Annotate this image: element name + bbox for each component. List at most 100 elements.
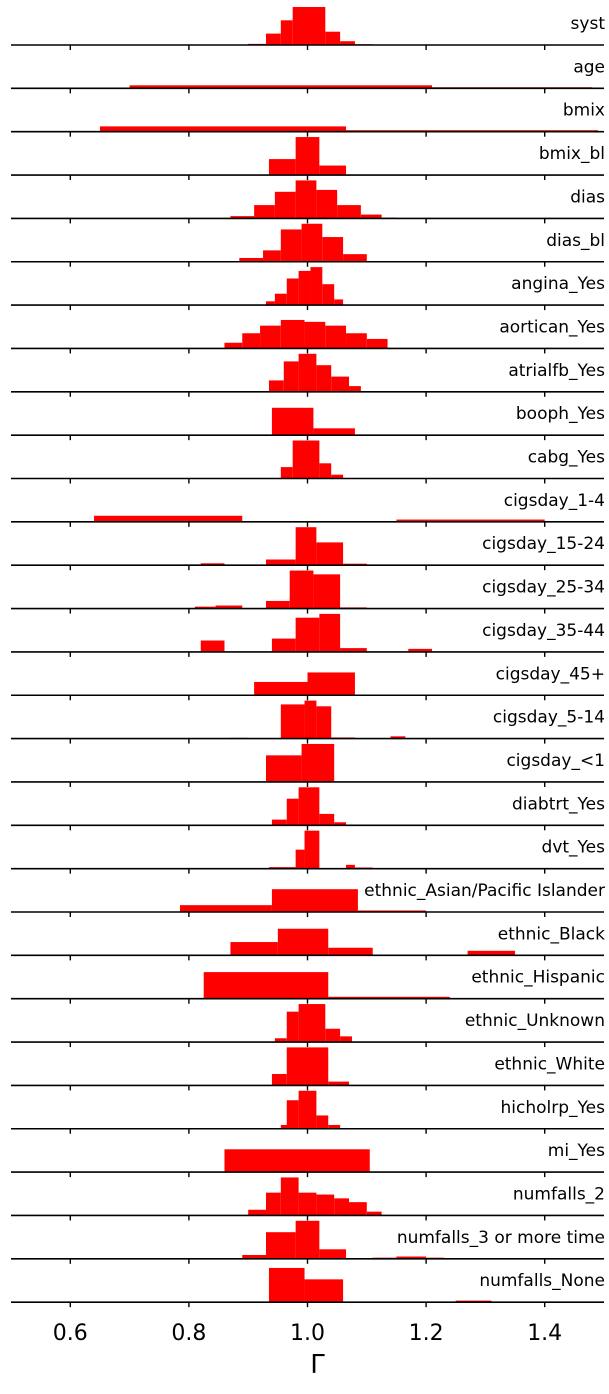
histogram-bar (224, 1149, 370, 1173)
histogram-bar (265, 301, 275, 306)
histogram-bar (200, 563, 225, 566)
histogram-bar (277, 928, 329, 956)
panel-label: diabtrt_Yes (512, 794, 605, 814)
panel-label: ethnic_Unknown (465, 1011, 605, 1031)
histogram-bar (316, 706, 332, 739)
histogram-bar (280, 704, 305, 739)
panel-label: mi_Yes (548, 1141, 605, 1161)
panel-label: ethnic_Black (498, 924, 605, 944)
histogram-bar (325, 1028, 341, 1043)
panel-label: atrialfb_Yes (508, 361, 605, 381)
histogram-bar (360, 214, 382, 219)
histogram-bar (295, 849, 305, 869)
histogram-bar (129, 85, 433, 89)
panel-19: dvt_Yes (11, 830, 606, 874)
x-tick-label: 0.8 (171, 1321, 206, 1346)
panel-7: aortican_Yes (11, 317, 605, 354)
panel-11: cigsday_1-4 (11, 491, 605, 527)
histogram-bar (295, 180, 317, 219)
panel-label: numfalls_3 or more time (397, 1228, 605, 1248)
panel-26: mi_Yes (11, 1141, 605, 1178)
panel-label: bmix_bl (539, 144, 605, 164)
histogram-bar (271, 819, 287, 826)
histogram-bar (242, 333, 261, 349)
histogram-bar (274, 191, 296, 219)
histogram-bar (203, 972, 329, 999)
histogram-bar (298, 787, 320, 826)
histogram-bar (316, 1115, 329, 1129)
histogram-bar (316, 365, 332, 392)
histogram-bar (334, 299, 344, 306)
histogram-bar (319, 1249, 347, 1259)
histogram-bar (319, 165, 347, 176)
panel-label: cigsday_45+ (496, 664, 605, 684)
histogram-bar (390, 736, 406, 739)
histogram-bar (340, 648, 367, 652)
panel-label: ethnic_Hispanic (471, 968, 605, 988)
histogram-bar (215, 605, 243, 609)
histogram-bar (224, 342, 243, 349)
histogram-bar (349, 1202, 367, 1216)
histogram-bar (328, 1081, 350, 1086)
histogram-bar (307, 672, 355, 696)
histogram-bar (280, 1177, 299, 1216)
panel-4: dias (11, 180, 605, 224)
histogram-bar (301, 743, 335, 782)
panel-9: booph_Yes (11, 404, 605, 441)
panel-label: syst (571, 14, 606, 34)
panel-8: atrialfb_Yes (11, 353, 605, 397)
histogram-bar (334, 1198, 350, 1216)
histogram-bar (319, 613, 341, 652)
histogram-bar (322, 284, 335, 306)
histogram-bar (313, 428, 355, 436)
histogram-bar (304, 700, 317, 739)
histogram-bar (230, 942, 278, 956)
panel-label: cigsday_5-14 (493, 708, 605, 728)
histogram-bar (292, 440, 320, 479)
panel-label: numfalls_2 (513, 1184, 605, 1204)
panel-label: cigsday_25-34 (482, 578, 605, 598)
histogram-bar (271, 638, 296, 652)
panel-12: cigsday_15-24 (11, 527, 605, 571)
histogram-bar (265, 600, 290, 609)
panel-label: cigsday_1-4 (504, 491, 605, 511)
panel-28: numfalls_3 or more time (11, 1220, 605, 1264)
histogram-bar (319, 813, 335, 826)
panel-18: diabtrt_Yes (11, 787, 605, 831)
panel-label: aortican_Yes (499, 317, 605, 337)
x-axis-label: Γ (310, 1350, 325, 1380)
histogram-bar (331, 376, 350, 392)
histogram-bar (331, 474, 344, 479)
histogram-bar (340, 1036, 352, 1043)
histogram-bar (271, 407, 314, 436)
panel-13: cigsday_25-34 (11, 570, 605, 614)
panel-label: dias (570, 187, 605, 207)
histogram-bar (268, 1267, 305, 1303)
x-tick-label: 1.2 (409, 1321, 444, 1346)
histogram-bar (265, 1192, 281, 1216)
histogram-bar (280, 229, 302, 262)
histogram-bar (343, 254, 367, 262)
histogram-bar (337, 205, 361, 219)
histogram-bar (271, 889, 358, 912)
histogram-bar (289, 570, 314, 609)
histogram-bar (334, 822, 347, 826)
panel-10: cabg_Yes (11, 440, 605, 484)
panel-17: cigsday_<1 (11, 743, 605, 787)
panel-label: cigsday_<1 (506, 751, 605, 771)
histogram-bar (295, 137, 320, 176)
histogram-bar (313, 574, 341, 609)
histogram-bar (194, 606, 216, 609)
histogram-bar (295, 617, 320, 652)
panel-20: ethnic_Asian/Pacific Islander (11, 881, 605, 917)
histogram-bar (295, 1220, 320, 1259)
panel-label: numfalls_None (479, 1271, 605, 1291)
histogram-bar (180, 905, 272, 912)
x-tick-label: 1.0 (290, 1321, 325, 1346)
histogram-bar (292, 7, 326, 45)
panel-label: dvt_Yes (542, 838, 606, 858)
panel-label: booph_Yes (516, 404, 605, 424)
panel-27: numfalls_2 (11, 1177, 605, 1221)
histogram-bar (298, 1004, 326, 1043)
histogram-bar (280, 319, 305, 349)
